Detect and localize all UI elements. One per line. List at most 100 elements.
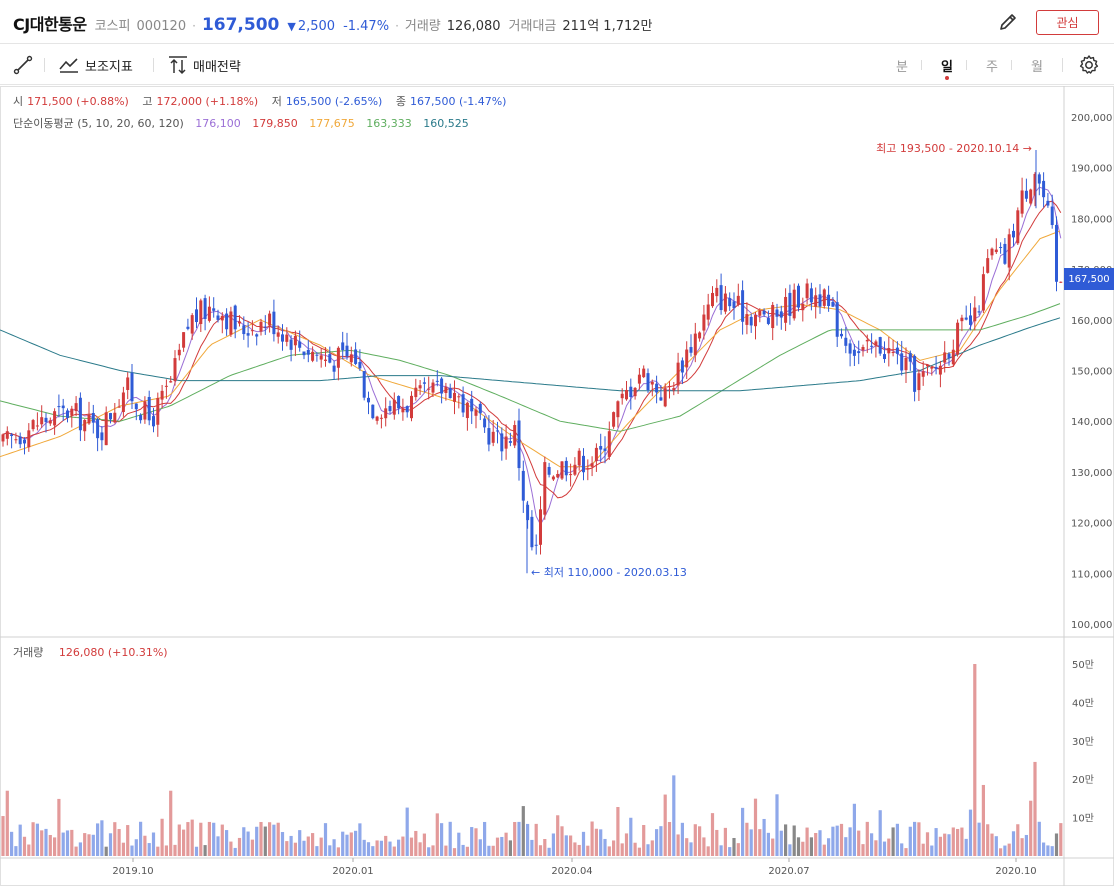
volume-bar [951, 827, 955, 856]
volume-bar [298, 830, 302, 856]
volume-bar [302, 840, 306, 856]
candle-body [104, 412, 108, 446]
volume-bar [655, 829, 659, 856]
line-draw-icon[interactable] [13, 45, 33, 85]
candle-body [999, 246, 1003, 248]
period-divider [966, 60, 967, 70]
volume-bar [801, 841, 805, 856]
volume-bar [676, 834, 680, 856]
volume-bar [986, 824, 990, 856]
volume-bar [934, 828, 938, 856]
candle-body [857, 351, 861, 354]
volume-bar [577, 844, 581, 856]
candle-body [913, 355, 917, 392]
candle-body [728, 298, 732, 307]
volume-bar [530, 839, 534, 856]
volume-bar [212, 822, 216, 856]
candle-body [865, 340, 869, 342]
candle-body [771, 304, 775, 329]
volume-bar [913, 821, 917, 856]
indicators-button[interactable]: 보조지표 [58, 45, 133, 85]
candle-body [96, 419, 100, 439]
ma-legend: 단순이동평균 (5, 10, 20, 60, 120) 176,100 179,… [13, 115, 473, 131]
volume-bar [431, 845, 435, 856]
volume-bar [753, 798, 758, 856]
candle-body [457, 396, 461, 398]
period-minute[interactable]: 분 [890, 45, 914, 85]
volume-bar [83, 833, 87, 856]
volume-bar [943, 833, 947, 856]
candle-body [530, 516, 534, 548]
volume-axis-tick: 50만 [1072, 659, 1094, 671]
candle-body [250, 330, 254, 332]
volume-bar [680, 822, 684, 856]
volume-bar [242, 827, 246, 856]
candle-body [599, 446, 603, 450]
volume-bar [207, 821, 211, 856]
period-label: 월 [1031, 59, 1043, 75]
volume-bar [169, 790, 173, 856]
period-day[interactable]: 일 [935, 45, 959, 85]
candle-body [969, 315, 972, 325]
period-month[interactable]: 월 [1025, 45, 1049, 85]
candle-body [238, 321, 241, 324]
candle-body [973, 307, 977, 322]
candle-body [659, 397, 663, 401]
favorite-button[interactable]: 관심 [1036, 10, 1099, 35]
candle-body [930, 367, 934, 369]
strategy-button[interactable]: 매매전략 [167, 45, 241, 85]
candle-body [818, 294, 822, 307]
volume-bar [556, 815, 560, 856]
volume-bar [620, 843, 624, 856]
candle-body [397, 396, 401, 409]
volume-bar [225, 830, 229, 856]
pencil-icon[interactable] [997, 11, 1019, 33]
volume-bar [354, 830, 358, 856]
candle-body [448, 388, 452, 399]
candle-body [109, 413, 112, 420]
volume-bar [964, 838, 968, 856]
volume-bar [594, 828, 598, 856]
candle-body [887, 347, 891, 354]
candle-body [732, 301, 736, 309]
volume-bar [1037, 821, 1041, 856]
volume-bar [1011, 831, 1016, 856]
volume-bar [508, 840, 512, 856]
candle-body [1033, 173, 1037, 196]
candle-body [629, 386, 633, 398]
volume-bar [672, 775, 676, 856]
candle-body [676, 362, 680, 386]
candle-body [723, 293, 727, 312]
volume-bar [659, 826, 663, 856]
volume-bar [40, 830, 44, 856]
volume-bar [1024, 834, 1028, 856]
volume-bar [827, 838, 831, 856]
candle-body [1020, 190, 1024, 214]
active-dot [945, 76, 949, 80]
volume-bar [831, 826, 835, 856]
candle-body [91, 412, 95, 423]
gear-icon[interactable] [1078, 45, 1100, 85]
volume-bar [715, 829, 719, 856]
volume-bar [973, 664, 977, 856]
candle-body [117, 406, 121, 408]
volume-bar [526, 823, 530, 856]
candle-body [642, 368, 646, 378]
period-week[interactable]: 주 [980, 45, 1004, 85]
volume-bar [366, 842, 371, 856]
volume-bar [809, 837, 813, 856]
candle-body [212, 308, 216, 311]
volume-bar [233, 847, 237, 856]
candle-body [164, 385, 168, 387]
open-label: 시 [13, 95, 24, 108]
volume-bar [607, 846, 611, 856]
candle-body [190, 315, 194, 334]
candle-body [1042, 180, 1046, 198]
candle-body [216, 315, 220, 320]
volume-bar [521, 806, 525, 856]
volume-bar [758, 829, 762, 856]
volume-bars [1, 664, 1063, 856]
price-chart[interactable]: 200,000190,000180,000170,000160,000150,0… [0, 86, 1114, 889]
volume-bar [500, 836, 504, 856]
volume-value: 126,080 [446, 19, 501, 34]
